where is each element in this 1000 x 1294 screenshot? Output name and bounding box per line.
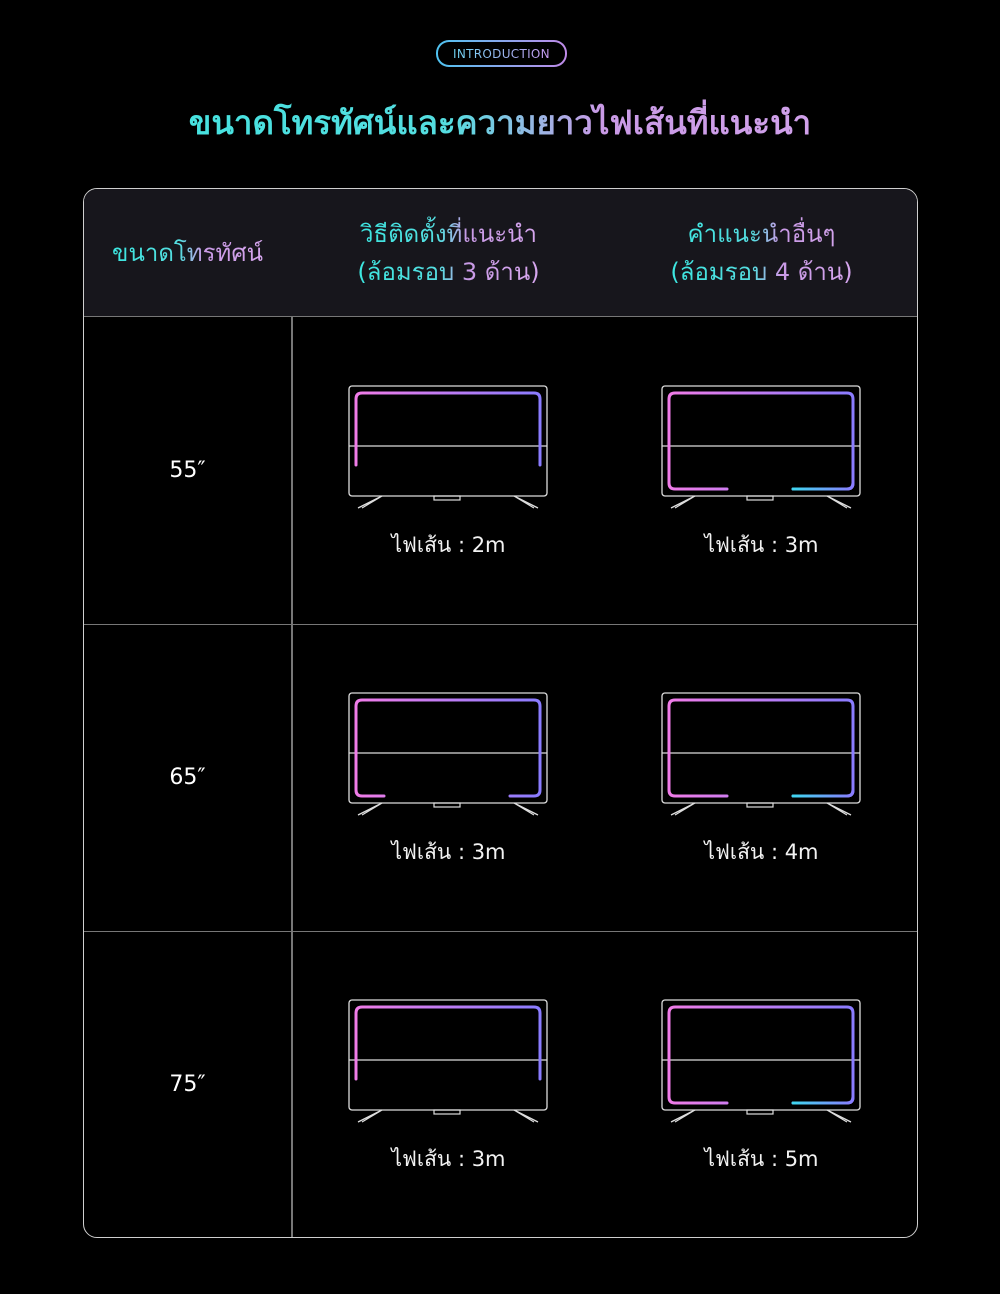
table-row: 55″ ไฟเส้น : 2m ไฟเส้น : 3m bbox=[84, 317, 917, 625]
tv-frame bbox=[348, 999, 548, 1111]
tv-light-strip-diagram bbox=[661, 692, 861, 816]
light-strip bbox=[354, 391, 542, 467]
introduction-badge: INTRODUCTION bbox=[436, 40, 567, 67]
tv-size: 55″ bbox=[169, 458, 206, 483]
tv-stand bbox=[433, 802, 461, 808]
tv-light-strip-diagram bbox=[661, 385, 861, 509]
tv-size: 75″ bbox=[169, 1072, 206, 1097]
option-4-side: ไฟเส้น : 3m bbox=[605, 317, 917, 624]
strip-length: ไฟเส้น : 2m bbox=[391, 533, 506, 557]
option-3-side: ไฟเส้น : 3m bbox=[292, 931, 605, 1237]
tv-legs bbox=[357, 1109, 539, 1123]
header-size: ขนาดโทรทัศน์ bbox=[84, 189, 291, 316]
strip-length: ไฟเส้น : 4m bbox=[704, 840, 819, 864]
strip-length: ไฟเส้น : 3m bbox=[391, 840, 506, 864]
tv-size-table: ขนาดโทรทัศน์ วิธีติดตั้งที่แนะนำ (ล้อมรอบ… bbox=[83, 188, 918, 1238]
tv-stand bbox=[433, 1109, 461, 1115]
tv-legs bbox=[357, 802, 539, 816]
tv-frame bbox=[661, 385, 861, 497]
tv-legs bbox=[670, 802, 852, 816]
light-strip bbox=[667, 1005, 855, 1105]
tv-frame bbox=[661, 999, 861, 1111]
tv-light-strip-diagram bbox=[348, 385, 548, 509]
header-4-side: คำแนะนำอื่นๆ (ล้อมรอบ 4 ด้าน) bbox=[605, 189, 917, 316]
tv-legs bbox=[357, 495, 539, 509]
tv-legs bbox=[670, 1109, 852, 1123]
tv-light-strip-diagram bbox=[661, 999, 861, 1123]
option-4-side: ไฟเส้น : 5m bbox=[605, 931, 917, 1237]
tv-frame bbox=[661, 692, 861, 804]
light-strip bbox=[354, 1005, 542, 1081]
tv-frame bbox=[348, 692, 548, 804]
tv-stand bbox=[746, 495, 774, 501]
page-title: ขนาดโทรทัศน์และความยาวไฟเส้นที่แนะนำ bbox=[0, 96, 1000, 149]
tv-frame bbox=[348, 385, 548, 497]
option-4-side: ไฟเส้น : 4m bbox=[605, 624, 917, 931]
light-strip bbox=[354, 698, 542, 798]
tv-size: 65″ bbox=[169, 765, 206, 790]
table-row: 75″ ไฟเส้น : 3m ไฟเส้น : 5m bbox=[84, 931, 917, 1237]
tv-stand bbox=[746, 1109, 774, 1115]
option-3-side: ไฟเส้น : 2m bbox=[292, 317, 605, 624]
table-header: ขนาดโทรทัศน์ วิธีติดตั้งที่แนะนำ (ล้อมรอบ… bbox=[84, 189, 917, 317]
tv-legs bbox=[670, 495, 852, 509]
tv-light-strip-diagram bbox=[348, 692, 548, 816]
tv-light-strip-diagram bbox=[348, 999, 548, 1123]
strip-length: ไฟเส้น : 3m bbox=[704, 533, 819, 557]
light-strip bbox=[667, 698, 855, 798]
option-3-side: ไฟเส้น : 3m bbox=[292, 624, 605, 931]
table-row: 65″ ไฟเส้น : 3m ไฟเส้น : 4m bbox=[84, 624, 917, 932]
light-strip bbox=[667, 391, 855, 491]
column-divider bbox=[291, 317, 293, 1237]
strip-length: ไฟเส้น : 5m bbox=[704, 1147, 819, 1171]
strip-length: ไฟเส้น : 3m bbox=[391, 1147, 506, 1171]
tv-stand bbox=[746, 802, 774, 808]
header-3-side: วิธีติดตั้งที่แนะนำ (ล้อมรอบ 3 ด้าน) bbox=[292, 189, 605, 316]
tv-stand bbox=[433, 495, 461, 501]
